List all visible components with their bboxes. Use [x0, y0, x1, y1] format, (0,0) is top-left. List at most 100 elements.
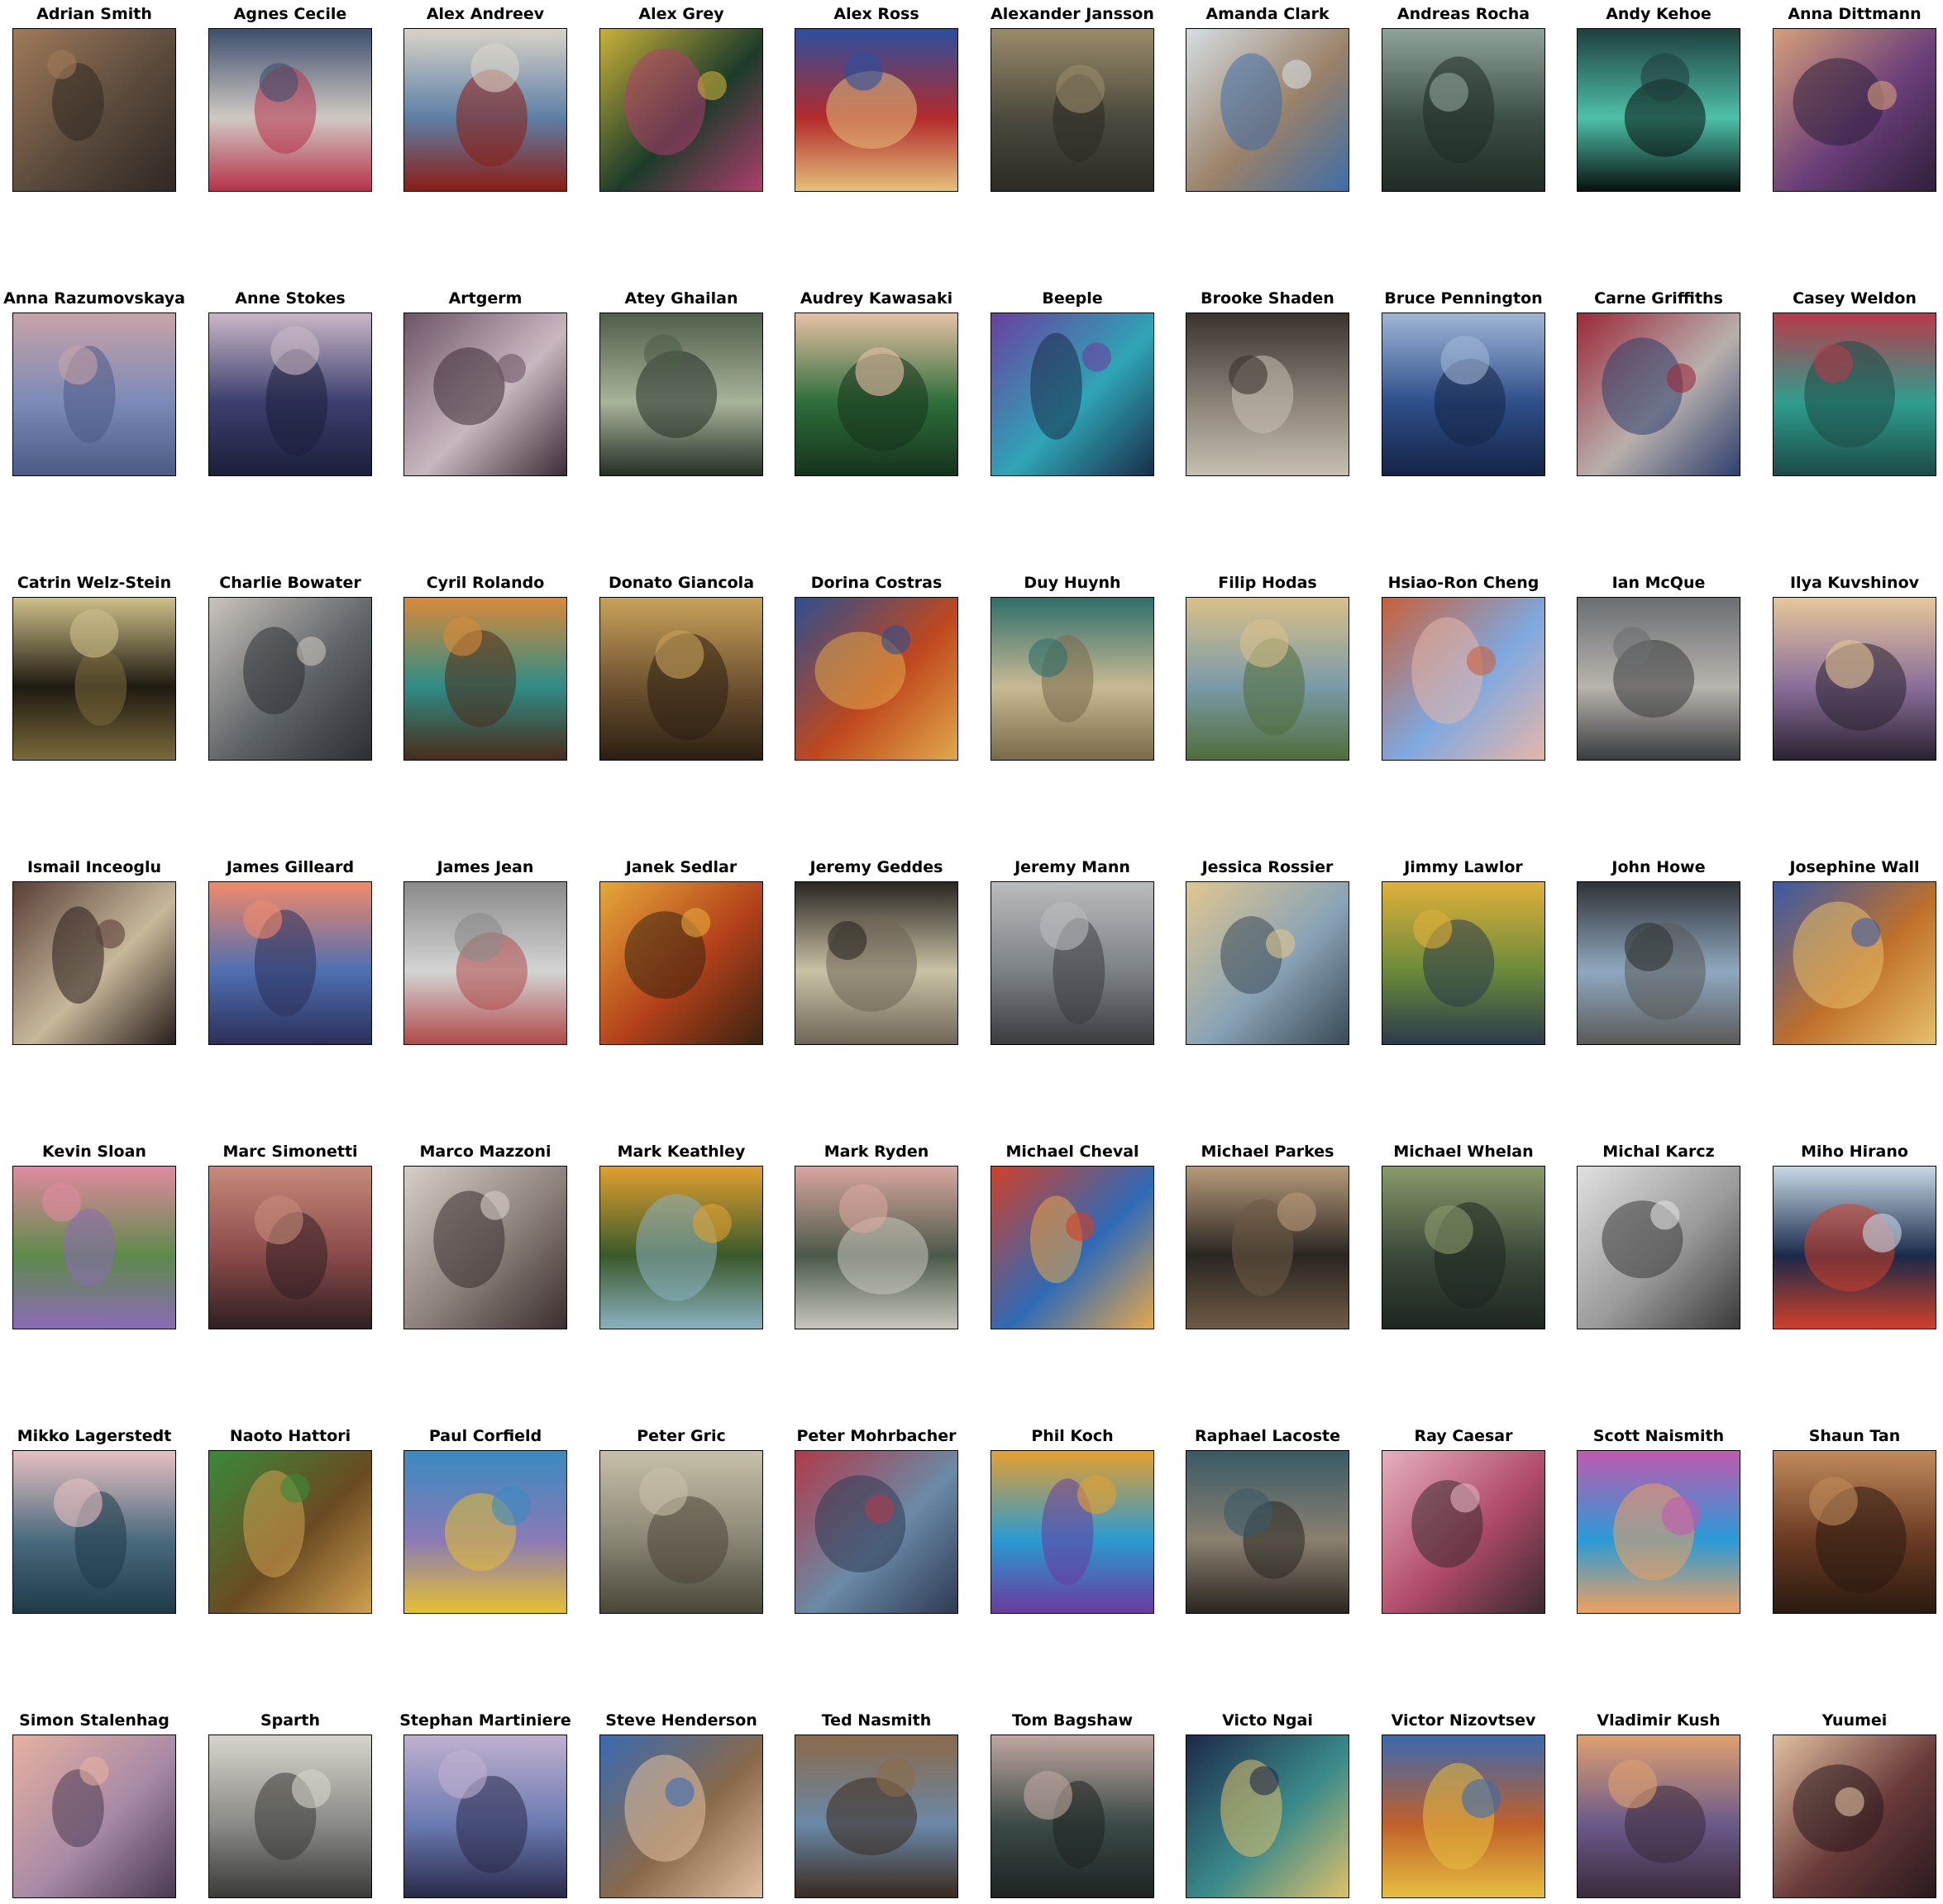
artwork-image [599, 881, 763, 1045]
artist-name: Victor Nizovtsev [1391, 1711, 1536, 1730]
artist-name: Audrey Kawasaki [800, 289, 953, 308]
artwork-image [795, 597, 958, 761]
artwork-image [1382, 1735, 1545, 1898]
artist-name: Donato Giancola [608, 574, 755, 592]
artist-name: Sparth [260, 1711, 321, 1730]
artwork-image [1186, 597, 1349, 761]
artist-name: Ted Nasmith [821, 1711, 932, 1730]
artwork-image [1382, 1450, 1545, 1614]
artist-name: Andy Kehoe [1606, 5, 1711, 23]
artist-name: Artgerm [448, 289, 523, 308]
artwork-image [1186, 1735, 1349, 1898]
artwork-image [1186, 881, 1349, 1045]
artwork-image [1382, 313, 1545, 476]
artwork-image [403, 28, 567, 192]
artwork-image [599, 1735, 763, 1898]
artwork-image [208, 1450, 372, 1614]
artwork-image [991, 1450, 1154, 1614]
artist-name: Alex Grey [638, 5, 724, 23]
artist-name: Amanda Clark [1205, 5, 1330, 23]
artist-name: Josephine Wall [1789, 858, 1920, 876]
artwork-image [1773, 28, 1936, 192]
artist-name: Ray Caesar [1414, 1427, 1513, 1445]
artist-name: Mark Ryden [824, 1143, 929, 1161]
artist-name: Jeremy Geddes [809, 858, 943, 876]
artwork-image [1577, 881, 1740, 1045]
artwork-image [12, 881, 176, 1045]
artist-name: Tom Bagshaw [1011, 1711, 1134, 1730]
artwork-image [1382, 597, 1545, 761]
artist-name: Yuumei [1821, 1711, 1888, 1730]
artist-name: Naoto Hattori [229, 1427, 351, 1445]
artist-name: Paul Corfield [428, 1427, 542, 1445]
artwork-image [1577, 313, 1740, 476]
artist-name: Adrian Smith [36, 5, 152, 23]
artist-name: Michael Whelan [1393, 1143, 1534, 1161]
artwork-image [403, 1450, 567, 1614]
artist-name: Jimmy Lawlor [1404, 858, 1523, 876]
artist-name: Jeremy Mann [1014, 858, 1130, 876]
artist-name: Scott Naismith [1592, 1427, 1725, 1445]
artist-name: Vladimir Kush [1597, 1711, 1721, 1730]
artist-name: Duy Huynh [1024, 574, 1121, 592]
artwork-image [991, 1166, 1154, 1329]
artwork-image [208, 1735, 372, 1898]
artist-name: Anne Stokes [235, 289, 346, 308]
artwork-image [991, 881, 1154, 1045]
artwork-image [1186, 1166, 1349, 1329]
artist-name: Anna Dittmann [1788, 5, 1922, 23]
artwork-image [795, 28, 958, 192]
artwork-image [599, 28, 763, 192]
artwork-image [208, 597, 372, 761]
artwork-image [403, 313, 567, 476]
artist-name: Marc Simonetti [222, 1143, 358, 1161]
artwork-image [12, 1166, 176, 1329]
artist-name: Ismail Inceoglu [26, 858, 162, 876]
artwork-image [1773, 313, 1936, 476]
artwork-image [403, 1166, 567, 1329]
artwork-image [12, 1450, 176, 1614]
artist-name: Simon Stalenhag [19, 1711, 169, 1730]
artist-name: Agnes Cecile [233, 5, 347, 23]
artist-name: Beeple [1042, 289, 1103, 308]
artwork-image [991, 28, 1154, 192]
artwork-image [1773, 881, 1936, 1045]
artwork-image [795, 1166, 958, 1329]
artist-name: Ian McQue [1611, 574, 1706, 592]
artist-name: Janek Sedlar [625, 858, 738, 876]
artist-name: Michael Parkes [1201, 1143, 1334, 1161]
artist-name: Cyril Rolando [426, 574, 545, 592]
artwork-image [403, 881, 567, 1045]
artist-name: Phil Koch [1031, 1427, 1114, 1445]
artist-name: Hsiao-Ron Cheng [1387, 574, 1540, 592]
artist-name: Brooke Shaden [1201, 289, 1334, 308]
artwork-image [403, 1735, 567, 1898]
artist-name: Mark Keathley [617, 1143, 746, 1161]
artist-name: Raphael Lacoste [1195, 1427, 1340, 1445]
artwork-image [12, 28, 176, 192]
artist-name: Andreas Rocha [1396, 5, 1530, 23]
artwork-image [795, 881, 958, 1045]
artwork-image [12, 313, 176, 476]
artist-name: Catrin Welz-Stein [17, 574, 172, 592]
artist-name: Casey Weldon [1793, 289, 1917, 308]
artwork-image [403, 597, 567, 761]
artist-name: Shaun Tan [1808, 1427, 1901, 1445]
artwork-image [1773, 1735, 1936, 1898]
artist-name: Anna Razumovskaya [3, 289, 185, 308]
artist-name: Stephan Martiniere [399, 1711, 571, 1730]
artwork-image [1773, 1166, 1936, 1329]
artwork-image [795, 1450, 958, 1614]
artwork-image [599, 313, 763, 476]
artwork-image [208, 1166, 372, 1329]
artwork-image [1382, 1166, 1545, 1329]
artwork-image [795, 1735, 958, 1898]
artwork-image [208, 28, 372, 192]
artist-name: Filip Hodas [1218, 574, 1317, 592]
artist-name: Carne Griffiths [1594, 289, 1723, 308]
artwork-image [599, 1166, 763, 1329]
artwork-image [1577, 28, 1740, 192]
artist-name: Steve Henderson [605, 1711, 757, 1730]
artwork-image [1577, 1450, 1740, 1614]
